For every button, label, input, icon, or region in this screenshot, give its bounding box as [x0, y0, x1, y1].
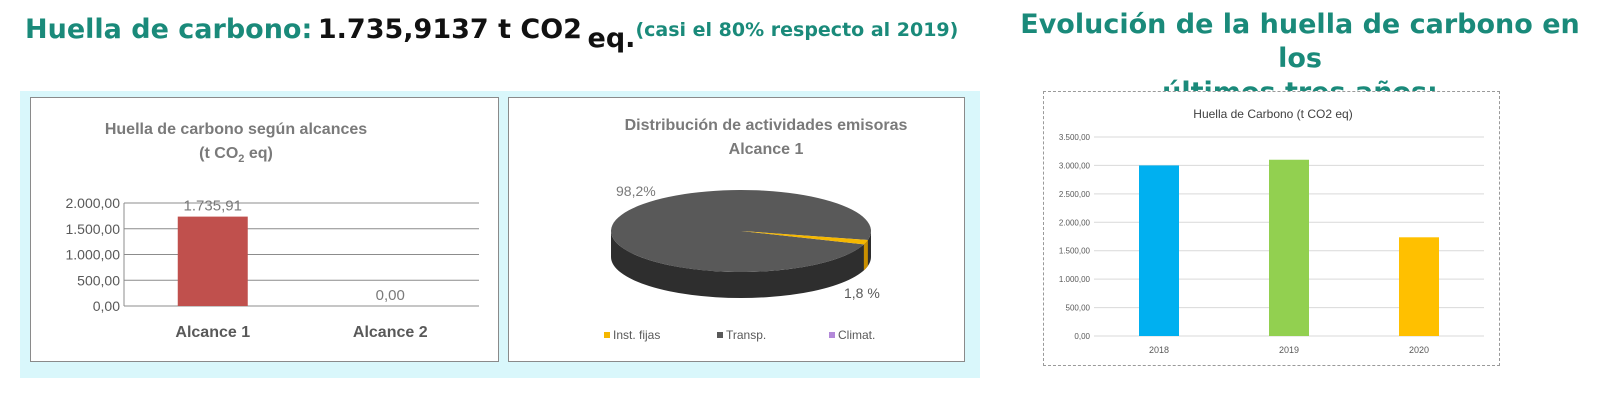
pie-data-label-transp: 98,2% — [616, 183, 656, 199]
pie-side-wall — [611, 231, 871, 298]
evolucion-ytick-label: 2.500,00 — [1059, 190, 1091, 199]
pie-title-line2: Alcance 1 — [729, 141, 804, 158]
headline-value: 1.735,9137 t CO2 — [317, 14, 582, 45]
headline: Huella de carbono: 1.735,9137 t CO2 eq.(… — [25, 14, 959, 54]
alcances-data-label: 1.735,91 — [184, 198, 242, 215]
alcances-bar — [177, 216, 248, 306]
alcances-ytick-label: 1.500,00 — [66, 221, 121, 237]
pie-legend-swatch — [604, 332, 610, 338]
pie-legend-label: Climat. — [838, 328, 875, 342]
evolucion-chart-panel: Huella de Carbono (t CO2 eq) 0,00 500,00 1… — [1043, 91, 1500, 366]
evolucion-ytick-label: 1.000,00 — [1059, 275, 1091, 284]
evolucion-ytick-label: 2.000,00 — [1059, 218, 1091, 227]
evolucion-bar — [1399, 237, 1439, 336]
alcances-chart-title-line2: (t CO2 eq) — [199, 145, 273, 165]
evolucion-ytick-label: 500,00 — [1066, 304, 1091, 313]
alcances-ytick-label: 2.000,00 — [66, 195, 121, 211]
alcances-ytick-label: 1.000,00 — [66, 247, 121, 263]
alcances-chart-title-line1: Huella de carbono según alcances — [105, 121, 367, 138]
evolucion-bar-chart: Huella de Carbono (t CO2 eq) 0,00 500,00 1… — [1059, 107, 1484, 355]
pie-data-label-inst-fijas: 1,8 % — [844, 285, 880, 301]
pie-legend-swatch — [829, 332, 835, 338]
alcances-bar-chart: Huella de carbono según alcances (t CO2 … — [66, 121, 479, 341]
headline-unit-suffix: eq. — [587, 23, 636, 54]
alcances-category-label: Alcance 2 — [353, 324, 428, 341]
evolucion-category-label: 2019 — [1279, 345, 1299, 355]
distribucion-chart-panel: Distribución de actividades emisoras Alc… — [508, 97, 965, 362]
alcances-data-label: 0,00 — [376, 287, 405, 304]
pie-slice-inst-fijas-side — [863, 239, 868, 271]
headline-label: Huella de carbono: — [25, 14, 313, 45]
distribucion-pie-chart: Distribución de actividades emisoras Alc… — [604, 117, 908, 342]
evolucion-chart-title: Huella de Carbono (t CO2 eq) — [1193, 107, 1352, 121]
evolucion-bar — [1139, 165, 1179, 336]
alcances-ytick-label: 500,00 — [77, 272, 120, 288]
pie-title-line1: Distribución de actividades emisoras — [625, 117, 908, 134]
evolucion-category-label: 2020 — [1409, 345, 1429, 355]
evolucion-ytick-label: 0,00 — [1074, 332, 1090, 341]
evolucion-category-label: 2018 — [1149, 345, 1169, 355]
evolution-title-line1: Evolución de la huella de carbono en los — [1020, 9, 1580, 74]
pie-legend-label: Transp. — [726, 328, 766, 342]
pie-legend-label: Inst. fijas — [613, 328, 660, 342]
evolucion-ytick-label: 3.000,00 — [1059, 161, 1091, 170]
evolucion-ytick-label: 1.500,00 — [1059, 247, 1091, 256]
evolucion-ytick-label: 3.500,00 — [1059, 133, 1091, 142]
alcances-ytick-label: 0,00 — [93, 298, 120, 314]
headline-note: (casi el 80% respecto al 2019) — [635, 19, 959, 41]
evolucion-bar — [1269, 159, 1309, 336]
alcances-chart-panel: Huella de carbono según alcances (t CO2 … — [30, 97, 499, 362]
pie-slice-inst-fijas — [741, 231, 868, 245]
alcances-category-label: Alcance 1 — [175, 324, 250, 341]
pie-legend-swatch — [717, 332, 723, 338]
